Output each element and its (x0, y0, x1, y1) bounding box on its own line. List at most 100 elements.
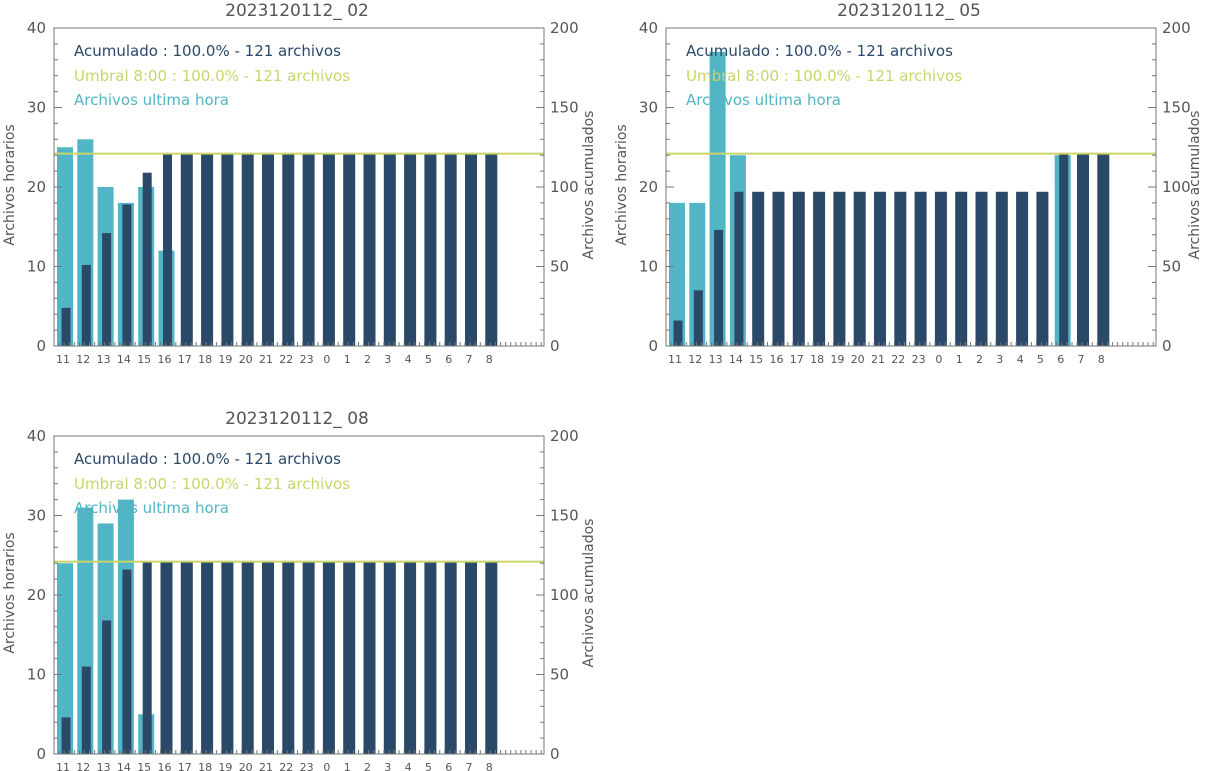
y-axis-label: Archivos horarios (2, 532, 18, 653)
bar-cumulative (142, 172, 152, 346)
bar-cumulative (404, 153, 417, 346)
y2-tick-label: 100 (550, 586, 579, 604)
chart-panel-1: 2023120112_ 02 Archivos horarios Archivo… (2, 1, 597, 366)
bars (669, 51, 1110, 346)
bar-hourly (669, 202, 685, 346)
y-tick-label: 40 (639, 19, 658, 37)
bar-cumulative (221, 561, 234, 754)
x-tick-label: 3 (384, 353, 391, 366)
x-tick-label: 23 (300, 353, 314, 366)
bar-cumulative (444, 561, 457, 754)
bar-cumulative (673, 320, 683, 346)
bar-cumulative (853, 191, 866, 346)
x-tick-label: 3 (996, 353, 1003, 366)
bar-cumulative (322, 561, 335, 754)
bar-hourly (57, 563, 73, 754)
y2-axis-label: Archivos acumulados (581, 111, 597, 260)
x-tick-label: 12 (688, 353, 702, 366)
y2-tick-label: 50 (550, 666, 569, 684)
bar-cumulative (424, 561, 437, 754)
x-tick-label: 12 (76, 761, 90, 771)
y2-tick-label: 100 (1162, 178, 1191, 196)
x-tick-label: 11 (56, 761, 70, 771)
y-tick-label: 10 (27, 258, 46, 276)
x-tick-label: 15 (137, 761, 151, 771)
bar-cumulative (772, 191, 785, 346)
x-tick-label: 6 (1057, 353, 1064, 366)
bar-cumulative (142, 561, 152, 754)
y2-tick-label: 200 (550, 19, 579, 37)
x-tick-label: 18 (810, 353, 824, 366)
bar-cumulative (163, 153, 172, 346)
bar-cumulative (1036, 191, 1049, 346)
x-tick-label: 22 (891, 353, 905, 366)
bar-cumulative (61, 717, 71, 754)
bar-cumulative (1097, 153, 1110, 346)
y-tick-label: 20 (27, 178, 46, 196)
bar-cumulative (160, 561, 173, 754)
bar-hourly (57, 147, 73, 346)
x-tick-label: 7 (466, 761, 473, 771)
y2-tick-label: 200 (1162, 19, 1191, 37)
chart-title: 2023120112_ 02 (225, 1, 369, 21)
bar-cumulative (914, 191, 927, 346)
y-tick-label: 0 (648, 337, 658, 355)
x-tick-label: 1 (344, 353, 351, 366)
y-axis-label: Archivos horarios (614, 124, 630, 245)
bar-cumulative (465, 561, 477, 754)
bar-cumulative (833, 191, 846, 346)
y2-axis-label: Archivos acumulados (1187, 111, 1203, 260)
x-tick-label: 1 (344, 761, 351, 771)
y2-tick-label: 150 (550, 507, 579, 525)
bar-cumulative (241, 561, 254, 754)
x-tick-label: 17 (790, 353, 804, 366)
chart-title: 2023120112_ 05 (837, 1, 981, 21)
x-tick-label: 8 (486, 353, 493, 366)
bar-cumulative (485, 561, 498, 754)
x-tick-label: 23 (300, 761, 314, 771)
bar-cumulative (485, 153, 498, 346)
bar-cumulative (752, 191, 765, 346)
x-tick-label: 2 (364, 761, 371, 771)
legend-cumulative: Acumulado : 100.0% - 121 archivos (686, 42, 953, 60)
legend-cumulative: Acumulado : 100.0% - 121 archivos (74, 450, 341, 468)
x-tick-label: 19 (830, 353, 844, 366)
bar-cumulative (1059, 153, 1069, 346)
y2-axis-label: Archivos acumulados (581, 519, 597, 668)
bar-cumulative (383, 153, 396, 346)
bar-cumulative (81, 264, 91, 346)
bar-cumulative (813, 191, 826, 346)
x-tick-label: 4 (405, 761, 412, 771)
legend-threshold: Umbral 8:00 : 100.0% - 121 archivos (74, 67, 350, 85)
bar-cumulative (714, 229, 724, 346)
x-tick-label: 18 (198, 761, 212, 771)
x-tick-label: 5 (1037, 353, 1044, 366)
x-tick-label: 8 (486, 761, 493, 771)
bar-cumulative (262, 153, 274, 346)
x-tick-label: 12 (76, 353, 90, 366)
bar-cumulative (894, 191, 907, 346)
bar-cumulative (465, 153, 477, 346)
y-tick-label: 30 (27, 507, 46, 525)
bar-cumulative (282, 153, 295, 346)
bar-cumulative (302, 561, 315, 754)
bar-cumulative (404, 561, 417, 754)
y2-tick-label: 200 (550, 427, 579, 445)
x-tick-label: 4 (1017, 353, 1024, 366)
y2-tick-label: 150 (550, 99, 579, 117)
y-tick-label: 20 (639, 178, 658, 196)
bar-cumulative (343, 561, 356, 754)
bar-cumulative (975, 191, 988, 346)
y2-tick-label: 0 (550, 337, 560, 355)
y2-tick-label: 0 (550, 745, 560, 763)
bar-cumulative (874, 191, 886, 346)
x-tick-label: 22 (279, 761, 293, 771)
y-tick-label: 30 (639, 99, 658, 117)
bar-cumulative (322, 153, 335, 346)
bar-cumulative (383, 561, 396, 754)
bar-cumulative (180, 153, 193, 346)
bar-cumulative (61, 307, 71, 346)
x-tick-label: 2 (364, 353, 371, 366)
x-tick-label: 15 (137, 353, 151, 366)
x-tick-label: 11 (56, 353, 70, 366)
